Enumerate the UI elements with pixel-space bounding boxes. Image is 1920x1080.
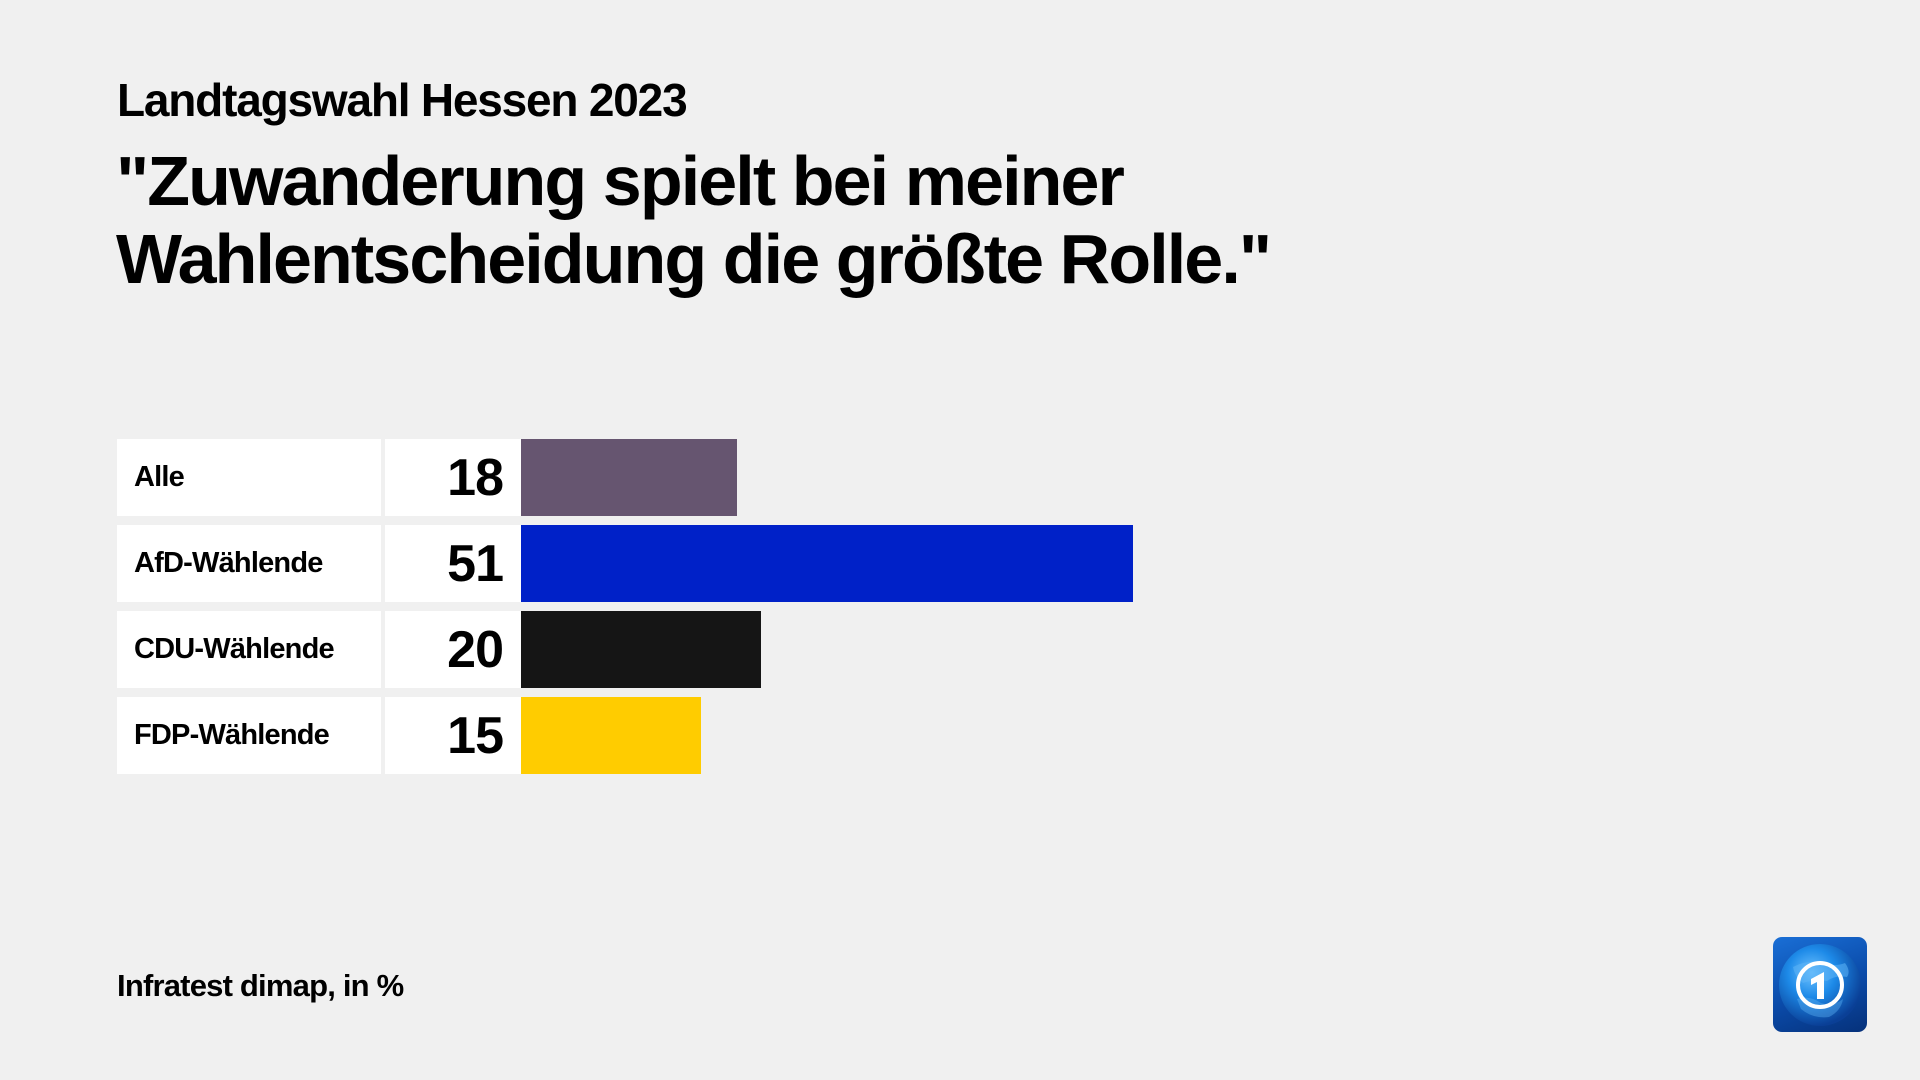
- tagesschau-logo-icon: [1773, 937, 1867, 1032]
- bar-track: [521, 611, 1721, 688]
- bar-row-cdu: CDU-Wählende 20: [117, 611, 1721, 688]
- source-note: Infratest dimap, in %: [117, 968, 404, 1003]
- bar-row-afd: AfD-Wählende 51: [117, 525, 1721, 602]
- bar-afd: [521, 525, 1133, 602]
- chart-title-line-1: "Zuwanderung spielt bei meiner: [116, 142, 1125, 220]
- globe-one-icon: [1779, 944, 1861, 1026]
- row-value: 51: [385, 525, 521, 602]
- bar-row-fdp: FDP-Wählende 15: [117, 697, 1721, 774]
- bar-alle: [521, 439, 737, 516]
- chart-title-line-2: Wahlentscheidung die größte Rolle.": [116, 220, 1272, 298]
- chart-title: "Zuwanderung spielt bei meiner Wahlentsc…: [116, 142, 1616, 298]
- bar-row-alle: Alle 18: [117, 439, 1721, 516]
- row-value: 15: [385, 697, 521, 774]
- bar-track: [521, 697, 1721, 774]
- bar-track: [521, 525, 1721, 602]
- row-value: 18: [385, 439, 521, 516]
- bar-fdp: [521, 697, 701, 774]
- bar-rows: Alle 18 AfD-Wählende 51 CDU-Wählende 20 …: [117, 439, 1721, 783]
- chart-subtitle: Landtagswahl Hessen 2023: [117, 74, 688, 126]
- row-label: FDP-Wählende: [117, 697, 381, 774]
- row-label: CDU-Wählende: [117, 611, 381, 688]
- bar-cdu: [521, 611, 761, 688]
- row-value: 20: [385, 611, 521, 688]
- row-label: AfD-Wählende: [117, 525, 381, 602]
- row-label: Alle: [117, 439, 381, 516]
- bar-track: [521, 439, 1721, 516]
